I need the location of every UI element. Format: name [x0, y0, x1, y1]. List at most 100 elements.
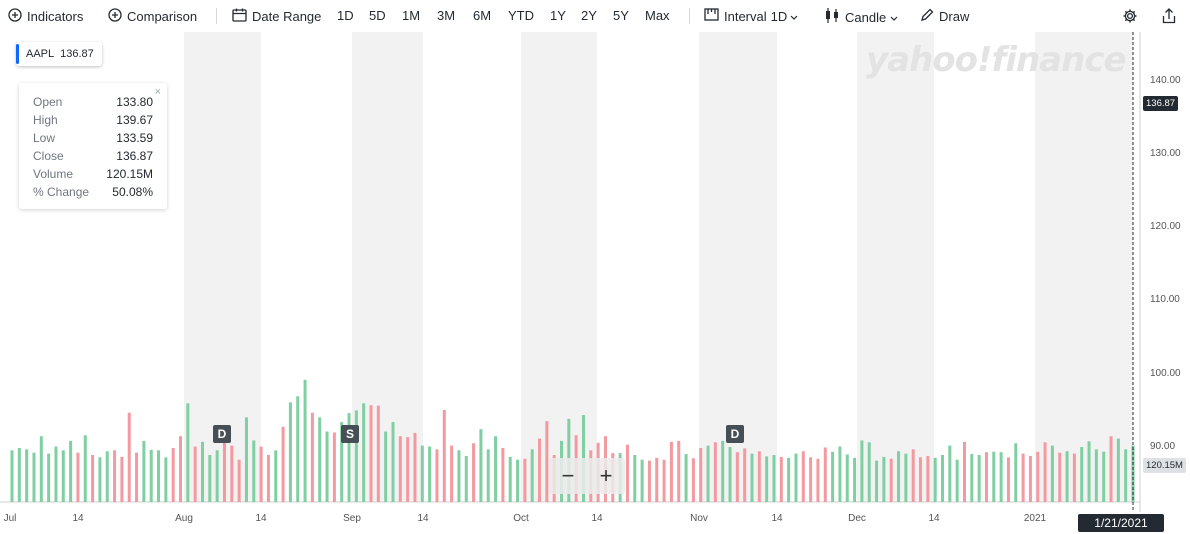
volume-bar [362, 403, 366, 502]
range-max-button[interactable]: Max [645, 8, 670, 23]
chart-type-dropdown[interactable]: Candle [824, 8, 898, 27]
volume-bar [677, 440, 681, 502]
volume-bar [669, 441, 673, 502]
volume-bar [1036, 451, 1040, 502]
zoom-out-button[interactable]: − [561, 463, 575, 488]
dividend-event-marker[interactable]: D [213, 425, 231, 443]
chart-toolbar: Indicators Comparison Date Range 1D 5D 1… [0, 0, 1190, 32]
split-event-marker[interactable]: S [341, 425, 359, 443]
month-bands [78, 32, 1133, 502]
draw-button[interactable]: Draw [920, 8, 969, 26]
volume-bar [442, 409, 446, 502]
tooltip-value: 139.67 [116, 113, 153, 127]
month-band [184, 32, 261, 502]
date-range-label: Date Range [252, 9, 322, 24]
volume-bar [1006, 457, 1010, 502]
x-tick-label: 14 [591, 513, 603, 524]
volume-bar [332, 432, 336, 502]
quote-chip[interactable]: AAPL 136.87 [16, 42, 102, 66]
volume-bar [105, 451, 109, 502]
volume-bar [303, 379, 307, 502]
volume-bar [984, 452, 988, 502]
volume-bar [977, 455, 981, 502]
volume-bar [904, 453, 908, 502]
range-1y-button[interactable]: 1Y [550, 8, 566, 23]
volume-bar [743, 448, 747, 502]
volume-bar [955, 459, 959, 502]
volume-bar [288, 402, 292, 502]
range-1d-button[interactable]: 1D [337, 8, 354, 23]
volume-bar [215, 450, 219, 502]
volume-bar [1087, 441, 1091, 502]
volume-bar [845, 454, 849, 502]
volume-bar [889, 458, 893, 502]
volume-bar [54, 446, 58, 502]
x-tick-label: Jul [3, 513, 17, 524]
range-1m-button[interactable]: 1M [402, 8, 421, 23]
volume-bar [941, 455, 945, 502]
volume-bar [816, 458, 820, 502]
volume-bar [933, 457, 937, 502]
range-ytd-button[interactable]: YTD [508, 8, 534, 23]
dividend-event-marker[interactable]: D [726, 425, 744, 443]
volume-bar [98, 457, 102, 502]
comparison-button[interactable]: Comparison [108, 8, 197, 26]
volume-bar [340, 422, 344, 502]
volume-bar [508, 456, 512, 502]
volume-bar [801, 451, 805, 502]
volume-bar [406, 437, 410, 502]
volume-bar [911, 449, 915, 502]
volume-bar [699, 447, 703, 502]
tooltip-label: Low [33, 131, 56, 145]
volume-bar [1058, 452, 1062, 502]
month-band [934, 32, 1035, 502]
chevron-down-icon [890, 10, 898, 26]
x-tick-label: 14 [771, 513, 783, 524]
range-3m-button[interactable]: 3M [437, 8, 456, 23]
tooltip-label: Close [33, 149, 64, 163]
tooltip-label: High [33, 113, 58, 127]
x-tick-label: 14 [928, 513, 940, 524]
volume-bar [384, 431, 388, 502]
zoom-in-button[interactable]: + [599, 463, 613, 488]
volume-bar [113, 450, 117, 502]
tooltip-row-close: Close 136.87 [33, 149, 153, 167]
indicators-label: Indicators [27, 9, 84, 24]
volume-bar [164, 457, 168, 502]
volume-bar [25, 449, 29, 502]
volume-bar [633, 455, 637, 502]
close-icon[interactable]: × [154, 86, 161, 98]
candlestick-chart[interactable] [0, 32, 1190, 534]
range-5d-button[interactable]: 5D [369, 8, 386, 23]
volume-bar [1080, 447, 1084, 502]
volume-bar [230, 445, 234, 502]
volume-bar [655, 457, 659, 502]
volume-bar [376, 405, 380, 502]
settings-gear-icon[interactable] [1122, 8, 1138, 29]
volume-bar [494, 436, 498, 502]
x-tick-label: 14 [417, 513, 429, 524]
tooltip-row-low: Low 133.59 [33, 131, 153, 149]
volume-bar [1065, 451, 1069, 502]
volume-bar [1109, 436, 1113, 502]
volume-bar [1072, 453, 1076, 502]
range-2y-button[interactable]: 2Y [581, 8, 597, 23]
indicators-button[interactable]: Indicators [8, 8, 83, 26]
draw-label: Draw [939, 9, 970, 24]
volume-bar [919, 457, 923, 502]
volume-bar [479, 429, 483, 502]
volume-bar [1116, 438, 1120, 502]
date-range-button[interactable]: Date Range [232, 8, 321, 26]
interval-dropdown[interactable]: Interval 1D [704, 8, 798, 25]
share-icon[interactable] [1162, 8, 1176, 29]
volume-bar [831, 451, 835, 502]
range-6m-button[interactable]: 6M [473, 8, 492, 23]
volume-bar [347, 413, 351, 502]
range-5y-button[interactable]: 5Y [613, 8, 629, 23]
x-tick-label: Dec [848, 513, 866, 524]
chart-type-label: Candle [845, 9, 887, 25]
month-band [699, 32, 777, 502]
volume-bar [450, 445, 454, 502]
toolbar-divider [216, 8, 217, 24]
volume-bar [1021, 453, 1025, 502]
